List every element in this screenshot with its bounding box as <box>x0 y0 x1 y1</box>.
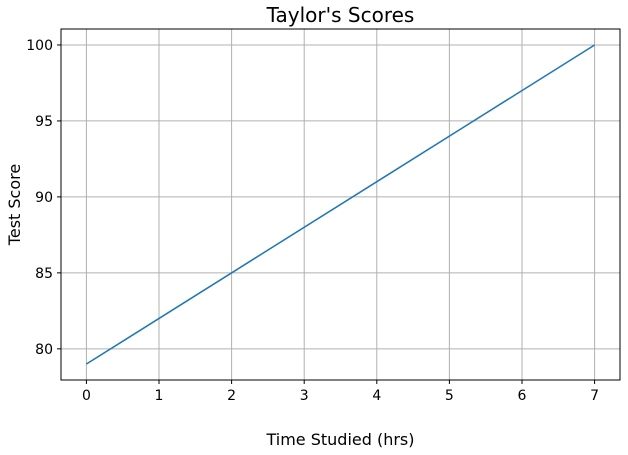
series-layer <box>86 44 595 365</box>
x-tick-label: 1 <box>155 388 164 404</box>
y-tick-label: 90 <box>35 190 53 206</box>
series-line <box>86 44 595 365</box>
grid-layer <box>61 29 620 380</box>
x-tick-label: 7 <box>590 388 599 404</box>
x-tick-label: 5 <box>445 388 454 404</box>
y-tick-label: 80 <box>35 342 53 358</box>
x-tick-label: 2 <box>227 388 236 404</box>
plot-frame <box>60 28 621 381</box>
y-tick-label: 85 <box>35 266 53 282</box>
x-tick-label: 4 <box>372 388 381 404</box>
x-axis-title: Time Studied (hrs) <box>265 430 414 449</box>
chart-title: Taylor's Scores <box>266 3 415 27</box>
x-tick-label: 0 <box>82 388 91 404</box>
x-tick-label: 6 <box>518 388 527 404</box>
y-tick-label: 100 <box>26 38 53 54</box>
tick-layer: 0 1 2 3 4 5 6 7 80 85 90 95 100 <box>26 38 599 404</box>
x-tick-label: 3 <box>300 388 309 404</box>
y-tick-label: 95 <box>35 114 53 130</box>
y-axis-title: Test Score <box>5 164 24 246</box>
